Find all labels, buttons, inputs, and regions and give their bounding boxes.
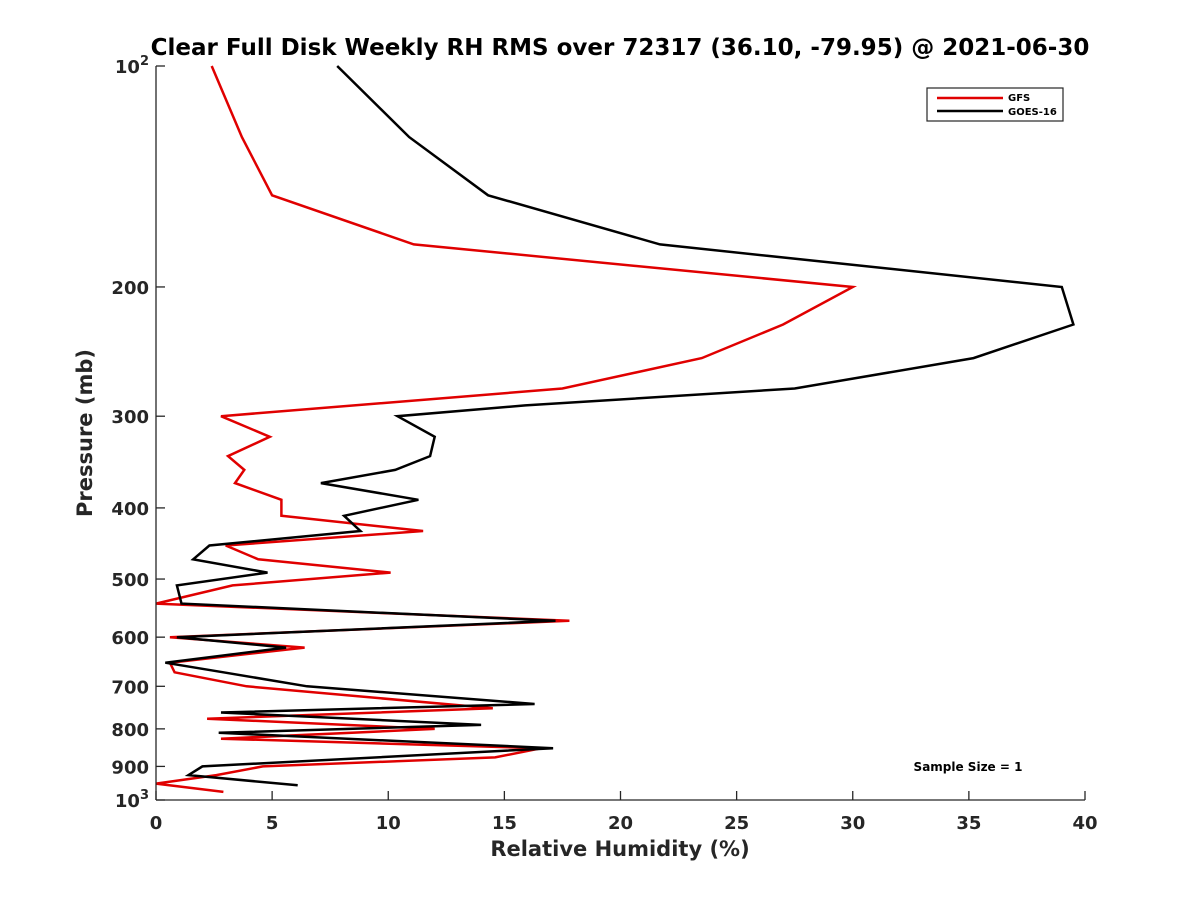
y-axis-label: Pressure (mb) — [73, 349, 97, 517]
x-tick-label: 0 — [150, 813, 163, 834]
y-tick-label: 200 — [111, 278, 149, 299]
x-tick-label: 5 — [266, 813, 279, 834]
y-tick-label: 700 — [111, 677, 149, 698]
legend-box — [926, 87, 1064, 122]
x-tick-label: 40 — [1072, 813, 1097, 834]
x-tick-label: 20 — [608, 813, 633, 834]
series-line-gfs — [155, 65, 858, 794]
sample-size-annotation: Sample Size = 1 — [914, 760, 1023, 774]
chart-title: Clear Full Disk Weekly RH RMS over 72317… — [151, 35, 1090, 61]
legend-label-gfs: GFS — [1008, 93, 1030, 104]
y-tick-label: 102 — [115, 54, 149, 78]
y-tick-label: 900 — [111, 757, 149, 778]
y-tick-label: 600 — [111, 628, 149, 649]
x-tick-label: 30 — [840, 813, 865, 834]
x-tick-label: 25 — [724, 813, 749, 834]
y-tick-label: 800 — [111, 720, 149, 741]
x-axis-label: Relative Humidity (%) — [490, 837, 749, 861]
series-line-goes16 — [165, 65, 1075, 787]
x-tick-label: 35 — [956, 813, 981, 834]
y-tick-label: 300 — [111, 407, 149, 428]
legend: GFS GOES-16 — [926, 87, 1064, 122]
y-tick-label: 400 — [111, 499, 149, 520]
legend-label-goes16: GOES-16 — [1008, 107, 1057, 118]
x-tick-label: 10 — [376, 813, 401, 834]
y-tick-label: 103 — [115, 788, 149, 812]
x-tick-label: 15 — [492, 813, 517, 834]
plot-area: 0 5 10 15 20 25 30 35 40 102 200 300 400 500 600 700 800… — [111, 54, 1097, 834]
y-tick-label: 500 — [111, 570, 149, 591]
